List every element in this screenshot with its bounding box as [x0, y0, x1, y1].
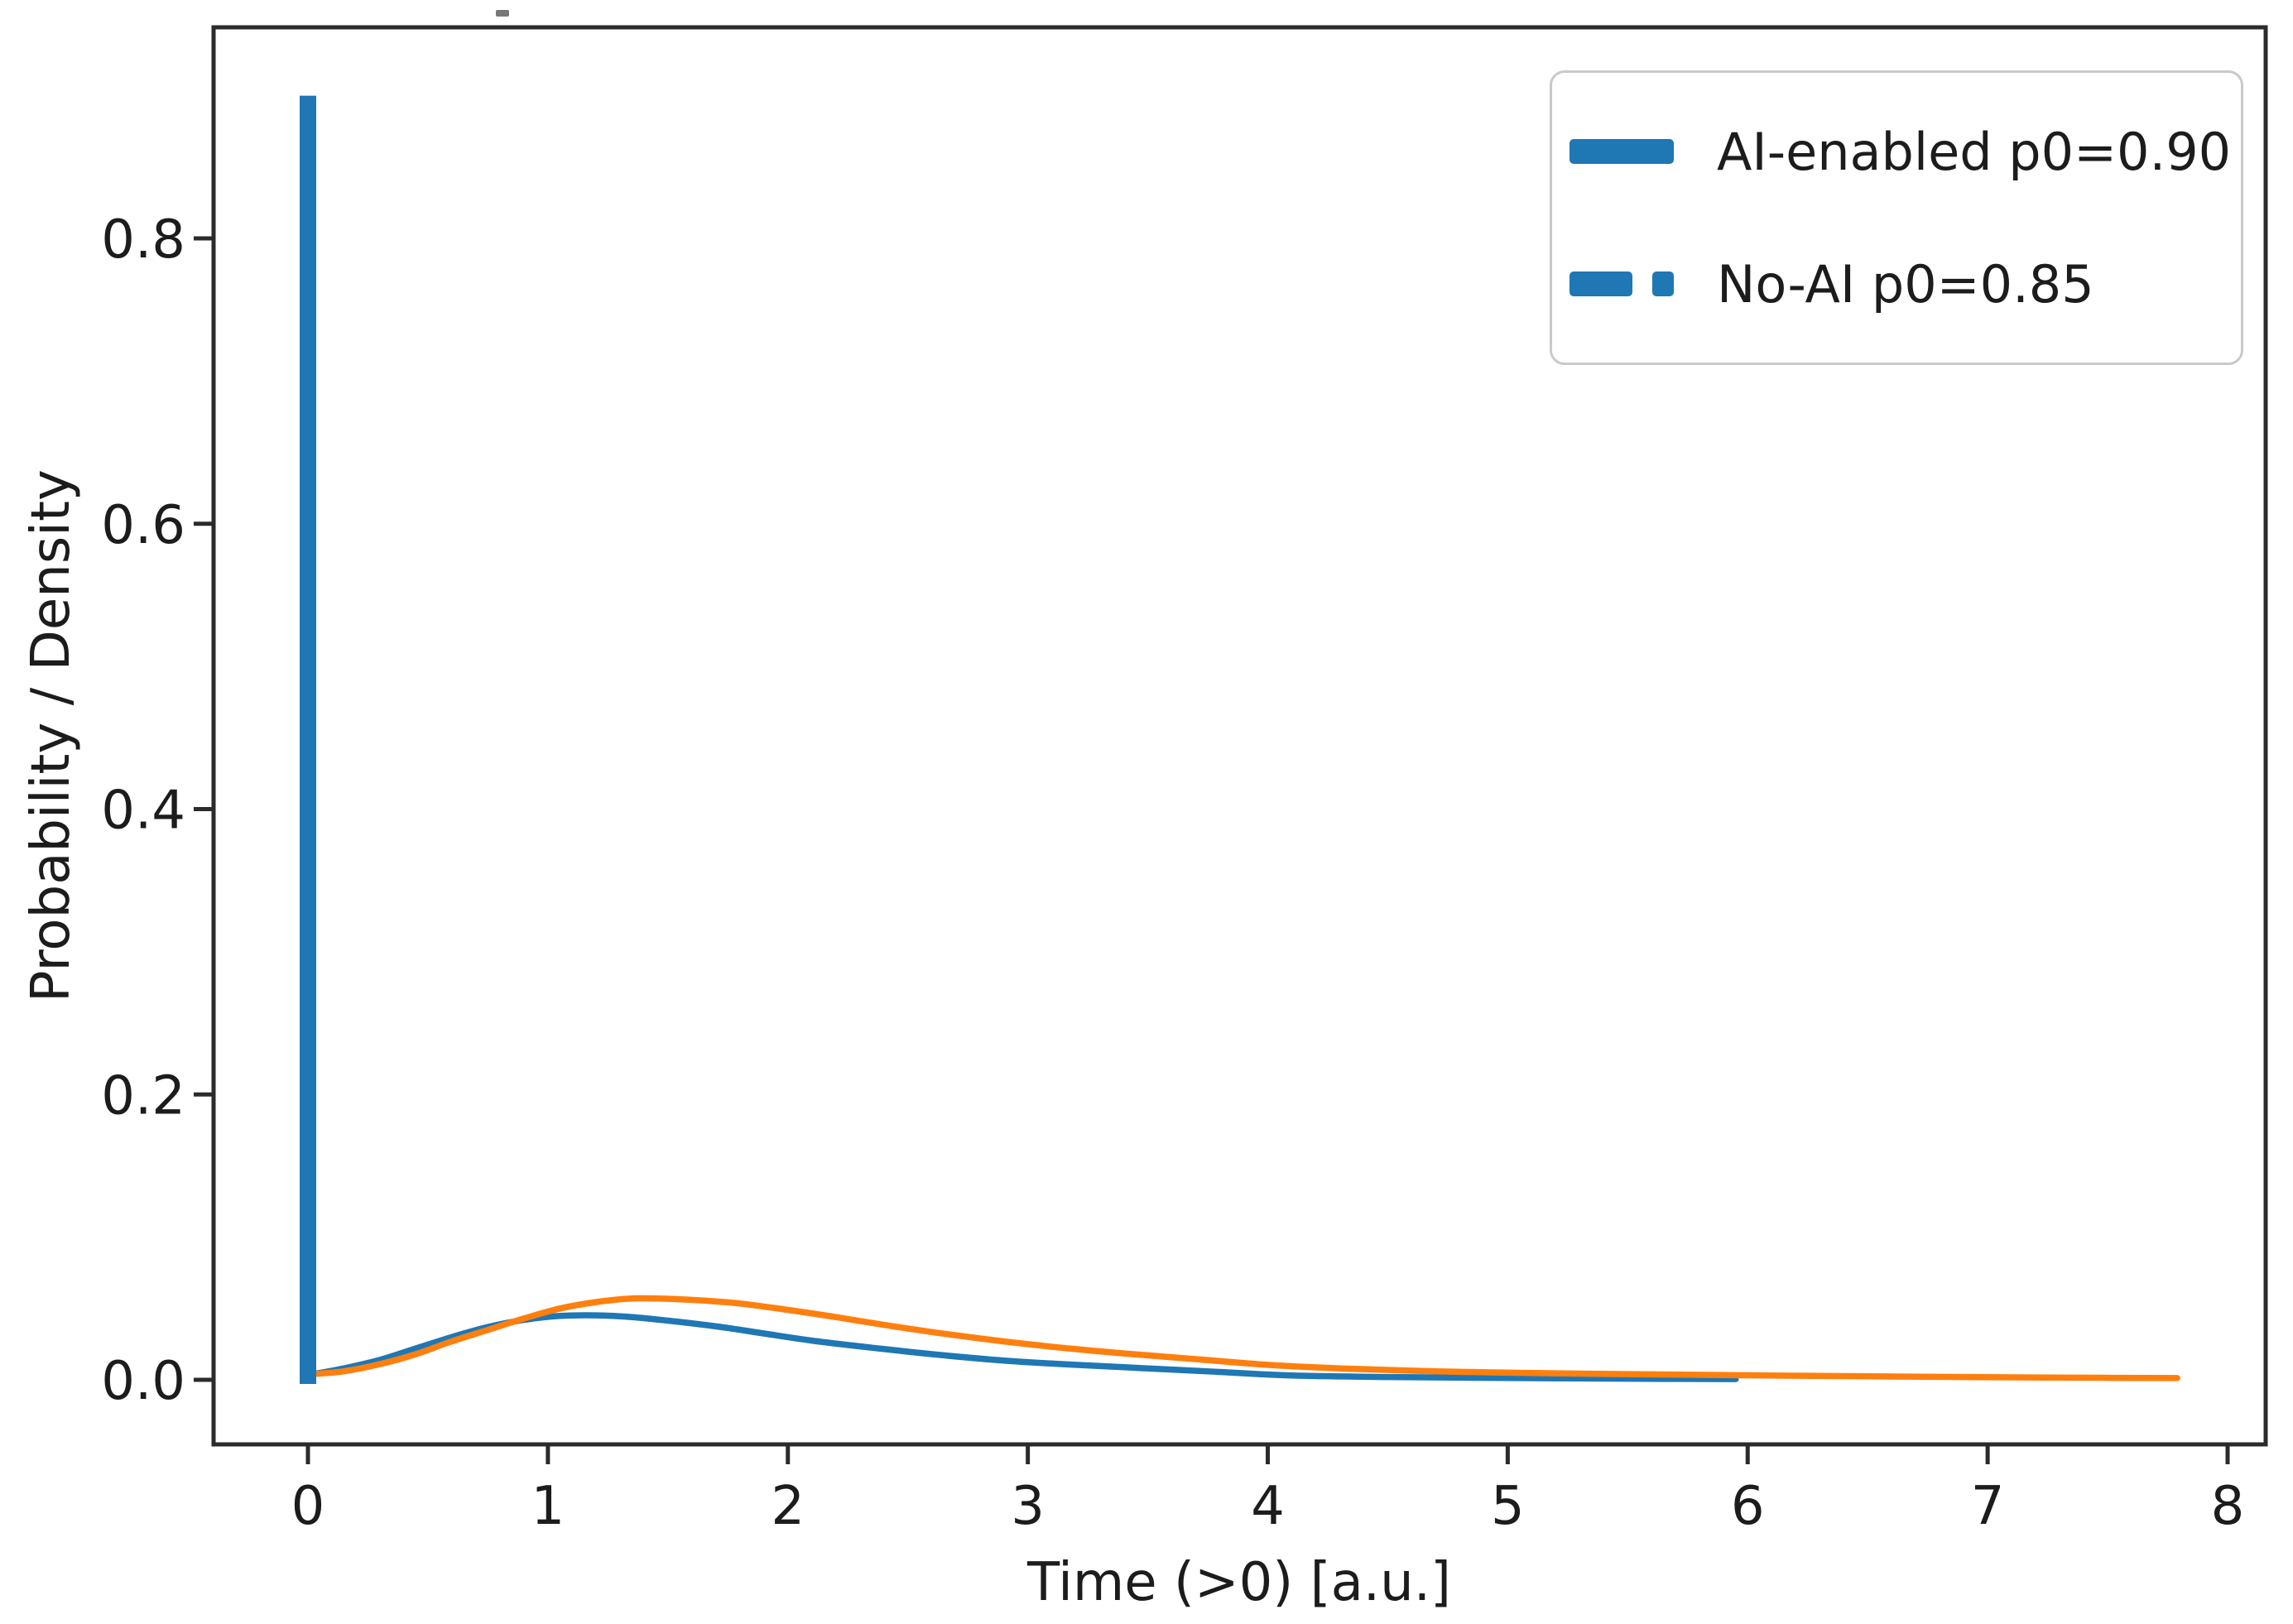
- legend-label-ai-enabled: AI-enabled p0=0.90: [1717, 121, 2232, 182]
- x-tick-label: 0: [291, 1476, 325, 1537]
- x-tick-label: 1: [531, 1476, 565, 1537]
- x-tick-label: 3: [1011, 1476, 1045, 1537]
- legend-entry-no-ai: No-AI p0=0.85: [1570, 252, 2224, 316]
- x-tick-label: 8: [2211, 1476, 2245, 1537]
- y-axis-label: Probability / Density: [21, 469, 82, 1002]
- x-tick-label: 4: [1251, 1476, 1285, 1537]
- axes-frame: [211, 25, 2268, 1447]
- y-tick-label: 0.6: [101, 495, 185, 556]
- x-tick-label: 2: [771, 1476, 805, 1537]
- density-curve: [310, 1312, 1739, 1382]
- density-curve: [310, 1295, 2180, 1381]
- legend-label-no-ai: No-AI p0=0.85: [1717, 253, 2094, 315]
- cropped-title-artifact: [496, 10, 509, 17]
- x-axis-label: Time (>0) [a.u.]: [1027, 1552, 1451, 1613]
- x-tick-label: 7: [1971, 1476, 2005, 1537]
- x-tick-label: 5: [1491, 1476, 1525, 1537]
- legend-solid-line-swatch: [1570, 139, 1674, 164]
- legend-dashed-line-swatch: [1570, 271, 1674, 296]
- y-tick-label: 0.4: [101, 781, 185, 842]
- y-tick-label: 0.2: [101, 1065, 185, 1127]
- legend: AI-enabled p0=0.90 No-AI p0=0.85: [1550, 70, 2243, 365]
- legend-entry-ai-enabled: AI-enabled p0=0.90: [1570, 119, 2231, 184]
- x-tick-label: 6: [1731, 1476, 1765, 1537]
- y-tick-label: 0.8: [101, 209, 185, 271]
- y-tick-label: 0.0: [101, 1351, 185, 1412]
